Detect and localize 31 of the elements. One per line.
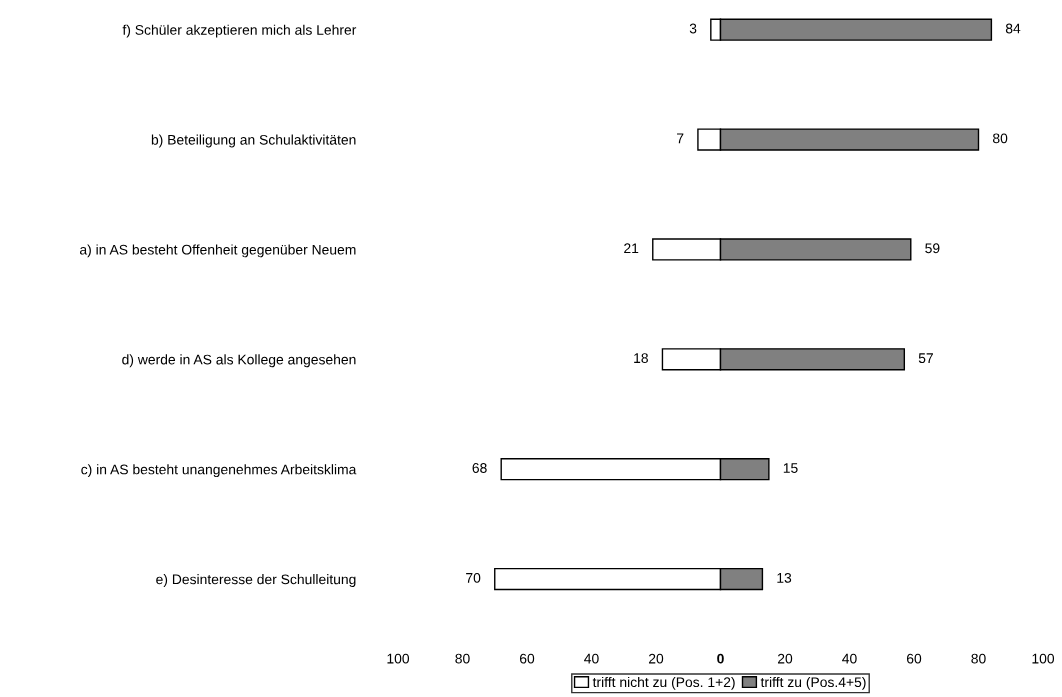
x-tick-label: 40: [584, 653, 599, 664]
data-label: 80: [992, 133, 1008, 144]
y-tick-label: b) Beteiligung an Schulaktivitäten: [151, 134, 356, 148]
x-tick-label: 60: [519, 653, 535, 664]
data-label: 21: [624, 243, 639, 254]
y-tick-label: f) Schüler akzeptieren mich als Lehrer: [122, 24, 357, 38]
x-tick-label: 40: [842, 653, 857, 664]
x-tick-label: 20: [777, 653, 793, 664]
x-tick-label: 80: [455, 653, 470, 664]
x-tick-label: 80: [971, 653, 986, 664]
x-tick-label: 20: [648, 653, 664, 664]
data-label: 70: [466, 572, 481, 583]
legend-label: trifft zu (Pos.4+5): [760, 676, 866, 690]
data-label: 7: [677, 133, 684, 144]
data-label: 13: [777, 572, 792, 583]
data-label: 18: [634, 353, 648, 364]
y-tick-label: c) in AS besteht unangenehmes Arbeitsklima: [81, 464, 357, 478]
y-tick-label: d) werde in AS als Kollege angesehen: [122, 354, 356, 368]
data-label: 57: [918, 353, 933, 364]
x-tick-label: 60: [906, 653, 922, 664]
data-label: 84: [1005, 23, 1021, 34]
y-tick-label: e) Desinteresse der Schulleitung: [156, 574, 356, 587]
legend-label: trifft nicht zu (Pos. 1+2): [592, 676, 735, 690]
y-tick-label: a) in AS besteht Offenheit gegenüber Neuem: [80, 244, 356, 258]
x-tick-label: 0: [717, 653, 724, 664]
data-label: 59: [925, 243, 940, 254]
data-label: 15: [783, 463, 798, 473]
data-label: 68: [472, 463, 487, 473]
data-label: 3: [689, 23, 697, 34]
x-tick-label: 100: [1032, 653, 1055, 664]
x-tick-label: 100: [387, 653, 410, 664]
